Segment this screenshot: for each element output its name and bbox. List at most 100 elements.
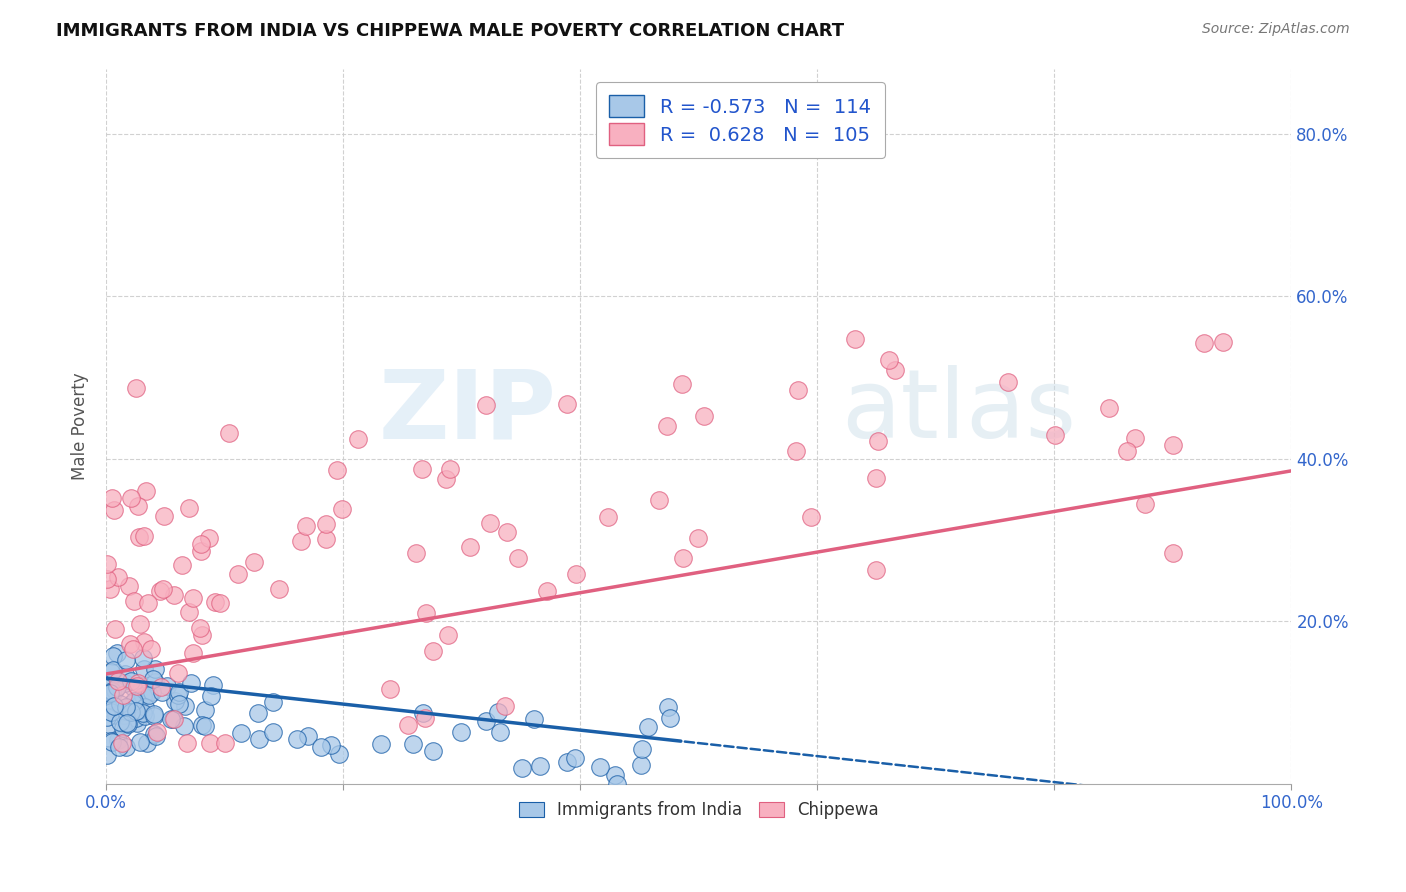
Point: [100, 734, 122, 748]
Point: [163, 712, 186, 726]
Point: [190, 621, 212, 635]
Point: [114, 666, 136, 681]
Point: [156, 679, 179, 693]
Point: [883, 363, 905, 377]
Point: [402, 737, 425, 751]
Point: [127, 499, 149, 513]
Point: [96, 557, 118, 571]
Point: [160, 712, 183, 726]
Point: [529, 759, 551, 773]
Point: [115, 704, 138, 718]
Point: [330, 501, 353, 516]
Point: [100, 491, 122, 506]
Point: [98, 686, 121, 700]
Point: [494, 698, 516, 713]
Legend: Immigrants from India, Chippewa: Immigrants from India, Chippewa: [512, 794, 886, 825]
Point: [672, 551, 695, 566]
Point: [135, 686, 157, 700]
Point: [657, 699, 679, 714]
Point: [132, 651, 155, 665]
Point: [436, 628, 458, 642]
Point: [229, 726, 252, 740]
Point: [112, 721, 135, 735]
Point: [111, 736, 134, 750]
Point: [121, 696, 143, 710]
Point: [557, 397, 579, 411]
Point: [194, 703, 217, 717]
Point: [100, 582, 122, 597]
Point: [138, 688, 160, 702]
Point: [865, 471, 887, 485]
Point: [458, 540, 481, 554]
Point: [865, 563, 887, 577]
Point: [120, 698, 142, 712]
Text: ZIP: ZIP: [378, 366, 557, 458]
Point: [132, 635, 155, 649]
Point: [96, 748, 118, 763]
Point: [115, 715, 138, 730]
Point: [202, 678, 225, 692]
Point: [125, 704, 148, 718]
Point: [177, 501, 200, 516]
Point: [114, 675, 136, 690]
Point: [413, 711, 436, 725]
Point: [136, 596, 159, 610]
Point: [131, 706, 153, 721]
Point: [103, 685, 125, 699]
Point: [107, 569, 129, 583]
Text: atlas: atlas: [841, 366, 1076, 458]
Point: [1115, 444, 1137, 458]
Point: [596, 509, 619, 524]
Point: [122, 641, 145, 656]
Point: [115, 700, 138, 714]
Point: [134, 529, 156, 543]
Text: IMMIGRANTS FROM INDIA VS CHIPPEWA MALE POVERTY CORRELATION CHART: IMMIGRANTS FROM INDIA VS CHIPPEWA MALE P…: [56, 22, 845, 40]
Point: [486, 705, 509, 719]
Point: [269, 582, 291, 596]
Point: [495, 524, 517, 539]
Point: [149, 680, 172, 694]
Point: [98, 717, 121, 731]
Point: [96, 679, 118, 693]
Point: [475, 714, 498, 728]
Point: [328, 747, 350, 761]
Point: [122, 694, 145, 708]
Point: [589, 760, 612, 774]
Point: [134, 708, 156, 723]
Point: [536, 584, 558, 599]
Point: [319, 738, 342, 752]
Point: [315, 533, 337, 547]
Point: [1123, 431, 1146, 445]
Point: [125, 381, 148, 395]
Point: [170, 558, 193, 572]
Point: [877, 353, 900, 368]
Point: [209, 596, 232, 610]
Point: [180, 675, 202, 690]
Point: [197, 531, 219, 545]
Point: [631, 742, 654, 756]
Point: [1098, 401, 1121, 416]
Point: [134, 699, 156, 714]
Point: [103, 663, 125, 677]
Y-axis label: Male Poverty: Male Poverty: [72, 372, 89, 480]
Point: [422, 643, 444, 657]
Point: [103, 698, 125, 713]
Point: [120, 491, 142, 505]
Point: [115, 653, 138, 667]
Point: [117, 717, 139, 731]
Point: [120, 705, 142, 719]
Point: [295, 519, 318, 533]
Point: [104, 622, 127, 636]
Point: [523, 712, 546, 726]
Point: [1212, 334, 1234, 349]
Point: [434, 471, 457, 485]
Point: [555, 755, 578, 769]
Point: [125, 711, 148, 725]
Point: [1043, 428, 1066, 442]
Point: [118, 637, 141, 651]
Point: [475, 398, 498, 412]
Point: [143, 674, 166, 689]
Point: [142, 708, 165, 723]
Point: [167, 685, 190, 699]
Point: [191, 718, 214, 732]
